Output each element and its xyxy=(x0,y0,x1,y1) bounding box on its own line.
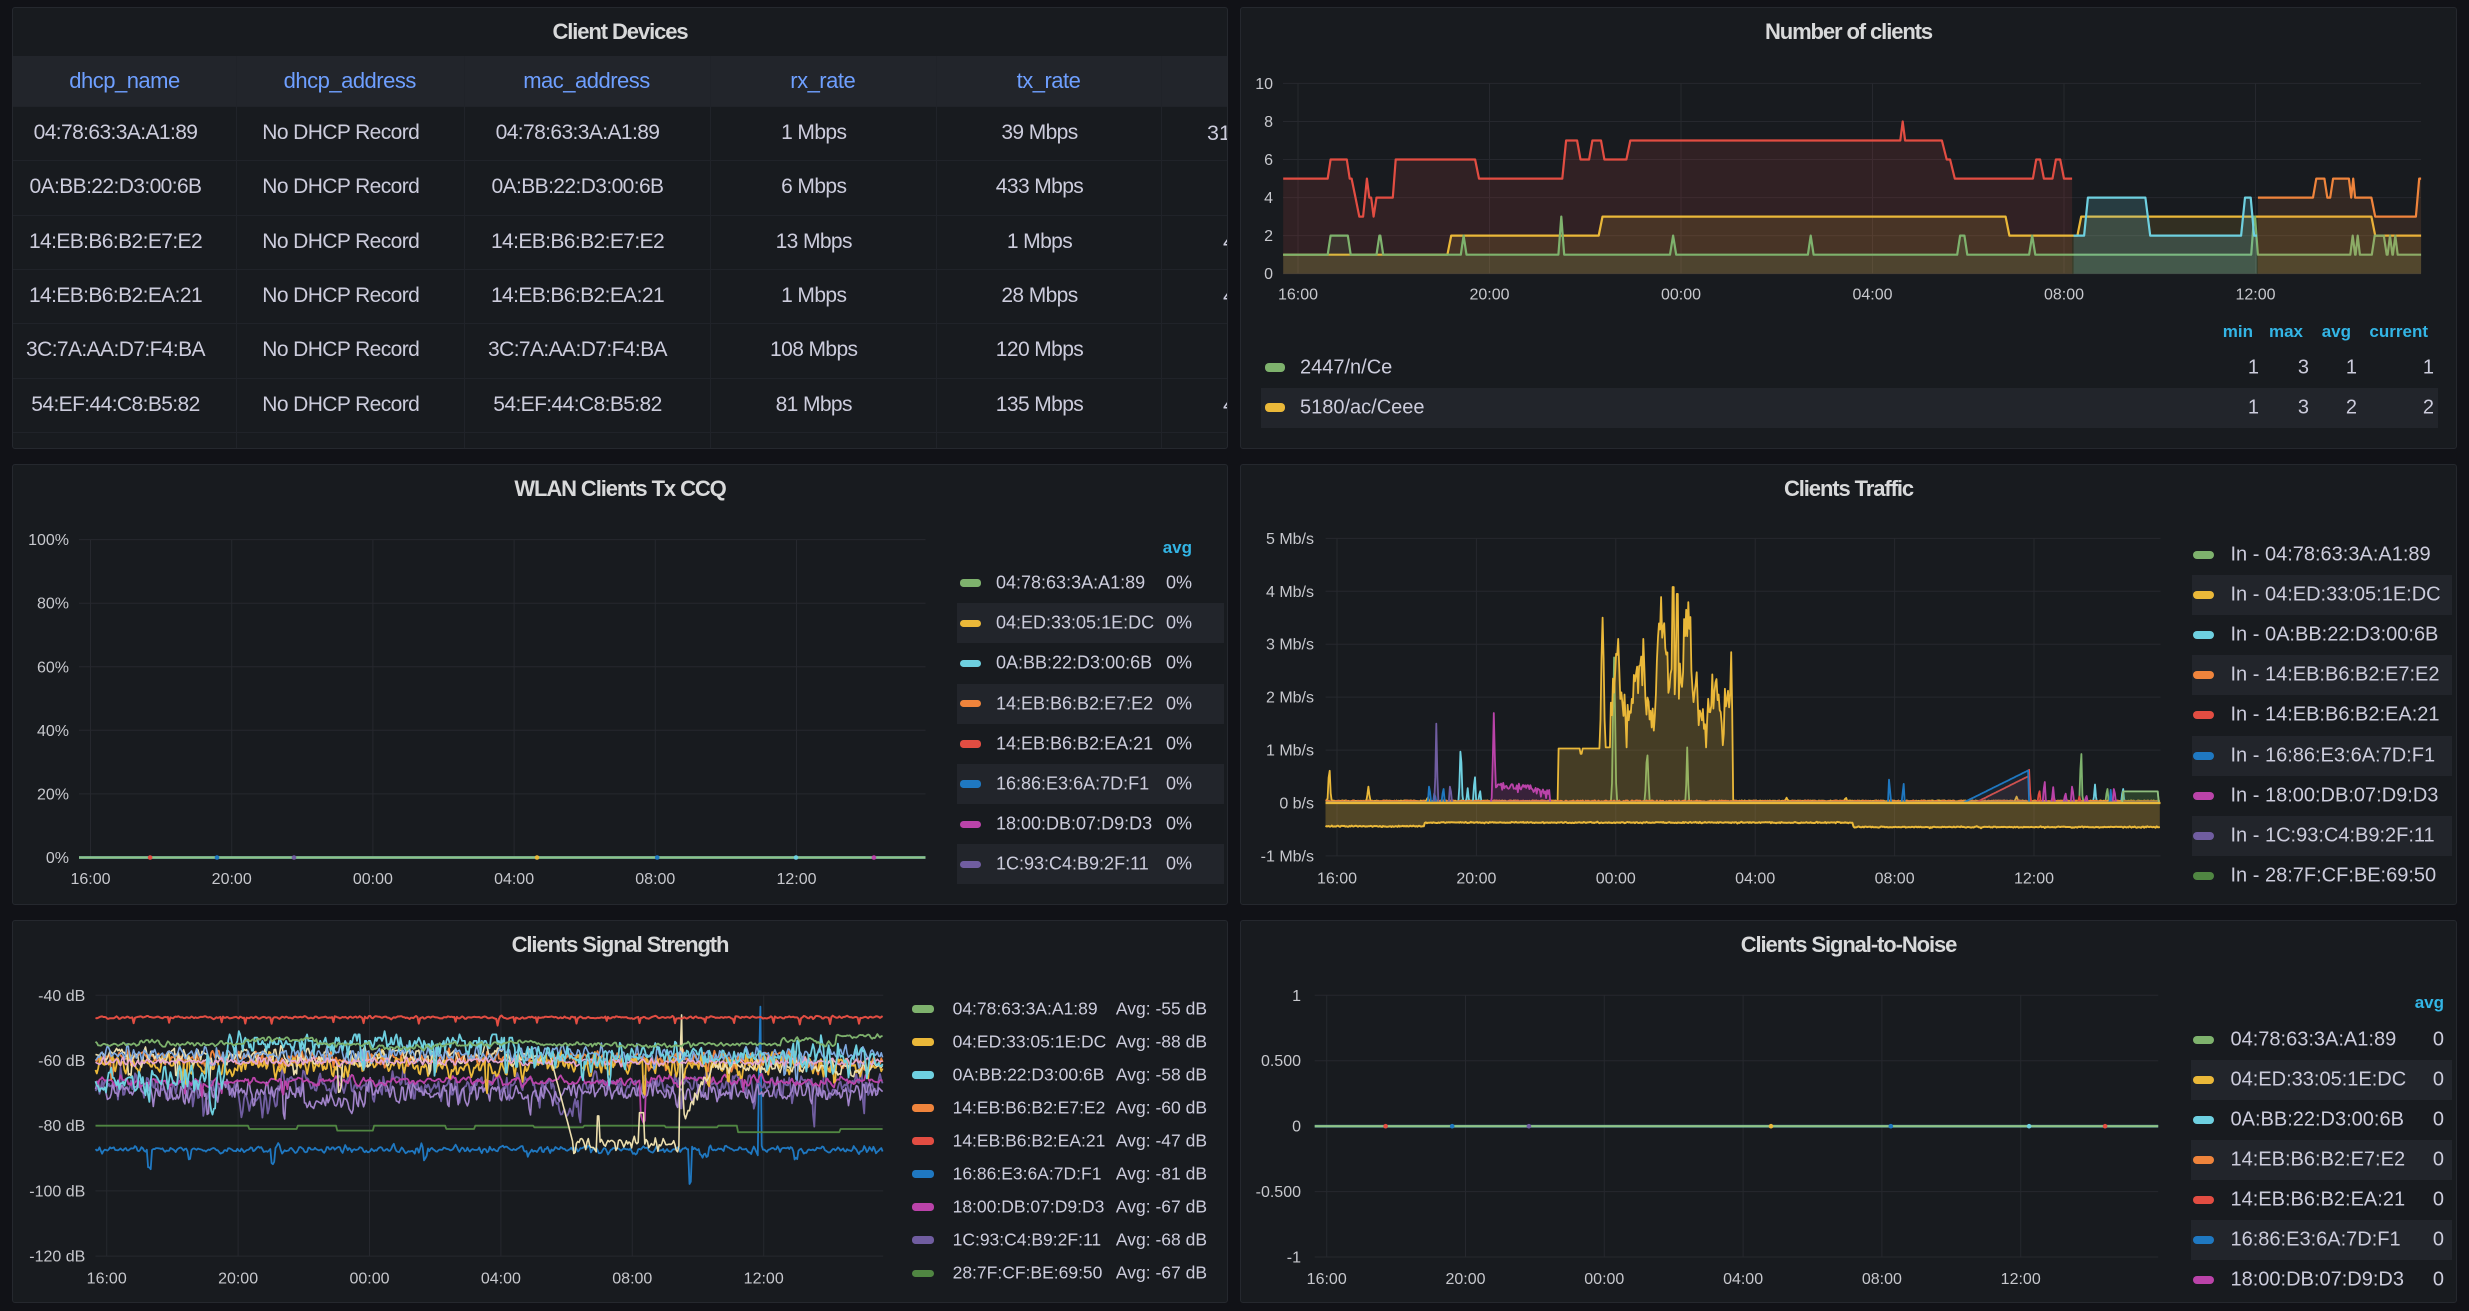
svg-text:16:00: 16:00 xyxy=(70,871,110,888)
svg-text:80%: 80% xyxy=(37,596,69,613)
svg-text:20:00: 20:00 xyxy=(218,1271,258,1288)
svg-text:08:00: 08:00 xyxy=(612,1271,652,1288)
svg-text:12:00: 12:00 xyxy=(2014,871,2054,888)
svg-text:-80 dB: -80 dB xyxy=(38,1118,85,1135)
svg-text:8: 8 xyxy=(1264,114,1273,131)
svg-text:04:00: 04:00 xyxy=(1735,871,1775,888)
svg-text:2 Mb/s: 2 Mb/s xyxy=(1266,690,1314,707)
svg-text:-1: -1 xyxy=(1287,1250,1301,1267)
svg-text:1 Mb/s: 1 Mb/s xyxy=(1266,743,1314,760)
svg-text:20:00: 20:00 xyxy=(212,871,252,888)
svg-text:-1 Mb/s: -1 Mb/s xyxy=(1261,848,1314,865)
svg-text:16:00: 16:00 xyxy=(1278,287,1318,304)
svg-text:16:00: 16:00 xyxy=(87,1271,127,1288)
svg-text:04:00: 04:00 xyxy=(1852,287,1892,304)
svg-text:12:00: 12:00 xyxy=(2001,1271,2041,1288)
svg-text:6: 6 xyxy=(1264,152,1273,169)
svg-text:4: 4 xyxy=(1264,190,1273,207)
svg-text:10: 10 xyxy=(1255,76,1273,93)
svg-text:20%: 20% xyxy=(37,786,69,803)
svg-text:04:00: 04:00 xyxy=(494,871,534,888)
svg-text:40%: 40% xyxy=(37,723,69,740)
svg-text:0.500: 0.500 xyxy=(1261,1053,1301,1070)
svg-text:-60 dB: -60 dB xyxy=(38,1053,85,1070)
svg-text:0: 0 xyxy=(1264,266,1273,283)
svg-text:00:00: 00:00 xyxy=(1584,1271,1624,1288)
svg-text:00:00: 00:00 xyxy=(1596,871,1636,888)
svg-text:-120 dB: -120 dB xyxy=(29,1249,85,1266)
svg-text:0 b/s: 0 b/s xyxy=(1279,796,1314,813)
svg-text:04:00: 04:00 xyxy=(1723,1271,1763,1288)
svg-text:4 Mb/s: 4 Mb/s xyxy=(1266,584,1314,601)
svg-text:-0.500: -0.500 xyxy=(1256,1184,1301,1201)
svg-text:04:00: 04:00 xyxy=(481,1271,521,1288)
svg-text:1: 1 xyxy=(1292,988,1301,1005)
svg-text:2: 2 xyxy=(1264,228,1273,245)
svg-text:00:00: 00:00 xyxy=(1661,287,1701,304)
svg-text:08:00: 08:00 xyxy=(635,871,675,888)
svg-text:12:00: 12:00 xyxy=(2235,287,2275,304)
svg-text:12:00: 12:00 xyxy=(744,1271,784,1288)
svg-text:20:00: 20:00 xyxy=(1456,871,1496,888)
svg-text:08:00: 08:00 xyxy=(1862,1271,1902,1288)
svg-text:20:00: 20:00 xyxy=(1445,1271,1485,1288)
svg-text:00:00: 00:00 xyxy=(353,871,393,888)
svg-text:08:00: 08:00 xyxy=(2044,287,2084,304)
svg-text:-100 dB: -100 dB xyxy=(29,1183,85,1200)
svg-text:-40 dB: -40 dB xyxy=(38,988,85,1005)
svg-text:16:00: 16:00 xyxy=(1307,1271,1347,1288)
svg-text:60%: 60% xyxy=(37,659,69,676)
svg-text:08:00: 08:00 xyxy=(1875,871,1915,888)
svg-text:20:00: 20:00 xyxy=(1469,287,1509,304)
svg-text:16:00: 16:00 xyxy=(1317,871,1357,888)
svg-text:3 Mb/s: 3 Mb/s xyxy=(1266,637,1314,654)
svg-text:00:00: 00:00 xyxy=(349,1271,389,1288)
svg-text:100%: 100% xyxy=(28,532,69,549)
svg-text:5 Mb/s: 5 Mb/s xyxy=(1266,531,1314,548)
svg-text:0%: 0% xyxy=(46,850,69,867)
svg-text:12:00: 12:00 xyxy=(776,871,816,888)
svg-text:0: 0 xyxy=(1292,1119,1301,1136)
